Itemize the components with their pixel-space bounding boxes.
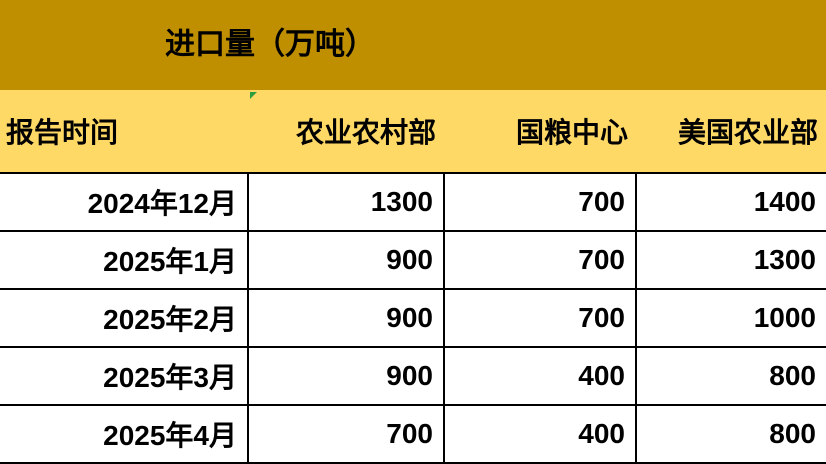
- column-header-usda: 美国农业部: [636, 90, 826, 173]
- cell-period: 2024年12月: [0, 172, 249, 232]
- table-row: 2025年1月 900 700 1300: [0, 230, 826, 290]
- cell-usda: 800: [635, 346, 826, 406]
- cell-period: 2025年4月: [0, 404, 249, 464]
- table-header-row: 报告时间 农业农村部 国粮中心 美国农业部: [0, 90, 826, 173]
- cell-cncgr: 700: [443, 288, 637, 348]
- table-row: 2025年2月 900 700 1000: [0, 288, 826, 348]
- cell-moa: 700: [247, 404, 445, 464]
- cell-period: 2025年3月: [0, 346, 249, 406]
- cell-period: 2025年1月: [0, 230, 249, 290]
- cell-usda: 1300: [635, 230, 826, 290]
- cell-usda: 800: [635, 404, 826, 464]
- column-header-cncgr-label: 国粮中心: [515, 117, 628, 148]
- cell-cncgr: 700: [443, 230, 637, 290]
- table-row: 2024年12月 1300 700 1400: [0, 172, 826, 232]
- cell-period: 2025年2月: [0, 288, 249, 348]
- table-row: 2025年3月 900 400 800: [0, 346, 826, 406]
- table-title-cell: 进口量（万吨）: [0, 0, 826, 90]
- cell-moa: 900: [247, 346, 445, 406]
- column-header-moa-label: 农业农村部: [295, 117, 436, 148]
- cell-usda: 1400: [635, 172, 826, 232]
- column-header-period: 报告时间: [0, 90, 248, 173]
- cell-moa: 900: [247, 288, 445, 348]
- table-title-row: 进口量（万吨）: [0, 0, 826, 90]
- column-header-cncgr: 国粮中心: [444, 90, 636, 173]
- cell-error-flag-icon: [250, 92, 257, 99]
- cell-cncgr: 400: [443, 404, 637, 464]
- cell-moa: 900: [247, 230, 445, 290]
- column-header-period-label: 报告时间: [6, 117, 119, 148]
- table-row: 2025年4月 700 400 800: [0, 404, 826, 464]
- column-header-moa: 农业农村部: [248, 90, 444, 173]
- column-header-usda-label: 美国农业部: [677, 117, 818, 148]
- cell-usda: 1000: [635, 288, 826, 348]
- cell-cncgr: 700: [443, 172, 637, 232]
- page-title: 进口量（万吨）: [165, 28, 375, 61]
- cell-moa: 1300: [247, 172, 445, 232]
- cell-cncgr: 400: [443, 346, 637, 406]
